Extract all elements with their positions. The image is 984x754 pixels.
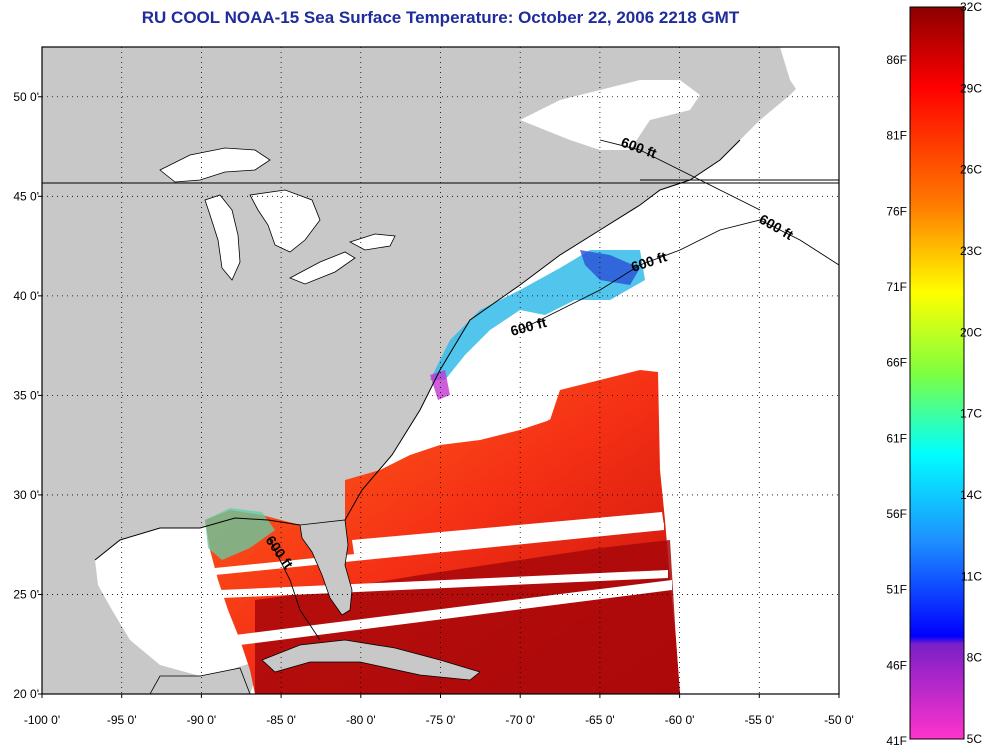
colorbar-fahrenheit-label: 51F xyxy=(886,583,907,597)
latitude-axis: 20 0' 25 0' 30 0' 35 0' 40 0' 45 0' 50 0' xyxy=(13,90,42,701)
colorbar: 32C 29C 26C 23C 20C 17C 14C 11C 8C 5C 86F 81F 76F 71… xyxy=(886,0,982,748)
swath-gap-1 xyxy=(352,512,664,554)
lon-tick-label: -55 0' xyxy=(744,713,774,727)
lon-tick-label: -70 0' xyxy=(505,713,535,727)
colorbar-fahrenheit-label: 71F xyxy=(886,280,907,294)
colorbar-celsius-label: 23C xyxy=(960,244,982,258)
sst-teal-strip xyxy=(205,508,275,560)
map-title: RU COOL NOAA-15 Sea Surface Temperature:… xyxy=(141,8,740,27)
lon-tick-label: -65 0' xyxy=(585,713,615,727)
lake-ontario xyxy=(348,233,396,251)
colorbar-celsius-labels: 32C 29C 26C 23C 20C 17C 14C 11C 8C 5C xyxy=(960,0,982,746)
sst-blue-patch xyxy=(580,250,640,285)
isobath-600ft-north xyxy=(599,139,761,211)
colorbar-fahrenheit-labels: 86F 81F 76F 71F 66F 61F 56F 51F 46F 41F xyxy=(886,53,907,748)
colorbar-celsius-label: 32C xyxy=(960,0,982,14)
lon-tick-label: -95 0' xyxy=(107,713,137,727)
lat-tick-label: 40 0' xyxy=(13,289,39,303)
lon-tick-label: -60 0' xyxy=(665,713,695,727)
colorbar-celsius-label: 11C xyxy=(961,569,982,583)
lat-tick-label: 25 0' xyxy=(13,587,39,601)
colorbar-fahrenheit-label: 81F xyxy=(886,129,907,143)
colorbar-celsius-label: 26C xyxy=(960,163,982,177)
sst-cool-region xyxy=(430,250,645,380)
yucatan-land xyxy=(149,667,251,694)
florida-land xyxy=(299,519,353,616)
lon-tick-label: -75 0' xyxy=(426,713,456,727)
colorbar-celsius-label: 5C xyxy=(967,732,983,746)
colorbar-celsius-label: 14C xyxy=(960,488,982,502)
lat-tick-label: 35 0' xyxy=(13,388,39,402)
swath-gap-4 xyxy=(235,580,672,645)
colorbar-fahrenheit-label: 86F xyxy=(886,53,907,67)
lat-tick-label: 20 0' xyxy=(13,687,39,701)
colorbar-fahrenheit-label: 61F xyxy=(886,431,907,445)
colorbar-celsius-label: 8C xyxy=(967,651,983,665)
lat-tick-label: 30 0' xyxy=(13,488,39,502)
lake-superior xyxy=(159,147,271,183)
colorbar-gradient xyxy=(909,6,965,740)
gulf-coastline xyxy=(94,517,301,561)
hudson-strait-water xyxy=(780,47,839,120)
us-east-coastline xyxy=(344,139,741,521)
sst-map: 600 ft 600 ft 600 ft 600 ft 600 ft -100 … xyxy=(13,46,854,727)
lon-tick-label: -90 0' xyxy=(187,713,217,727)
lat-tick-label: 50 0' xyxy=(13,90,39,104)
lon-tick-label: -100 0' xyxy=(24,713,60,727)
colorbar-celsius-label: 20C xyxy=(960,325,982,339)
colorbar-fahrenheit-label: 76F xyxy=(886,204,907,218)
isobath-600ft xyxy=(269,219,839,641)
colorbar-celsius-label: 29C xyxy=(960,81,982,95)
cuba-land xyxy=(261,639,481,681)
lon-tick-label: -50 0' xyxy=(824,713,854,727)
sst-magenta-patch-nh xyxy=(430,370,450,400)
colorbar-fahrenheit-label: 66F xyxy=(886,356,907,370)
longitude-axis: -100 0' -95 0' -90 0' -85 0' -80 0' -75 0' -70… xyxy=(24,694,854,727)
colorbar-fahrenheit-label: 46F xyxy=(886,658,907,672)
lake-michigan xyxy=(204,194,241,281)
colorbar-fahrenheit-label: 41F xyxy=(886,734,907,748)
lat-tick-label: 45 0' xyxy=(13,189,39,203)
lon-tick-label: -80 0' xyxy=(346,713,376,727)
lake-erie xyxy=(289,251,356,285)
lon-tick-label: -85 0' xyxy=(266,713,296,727)
lake-huron xyxy=(249,189,321,253)
colorbar-celsius-label: 17C xyxy=(960,407,982,421)
colorbar-fahrenheit-label: 56F xyxy=(886,507,907,521)
gulf-st-lawrence xyxy=(520,80,700,150)
